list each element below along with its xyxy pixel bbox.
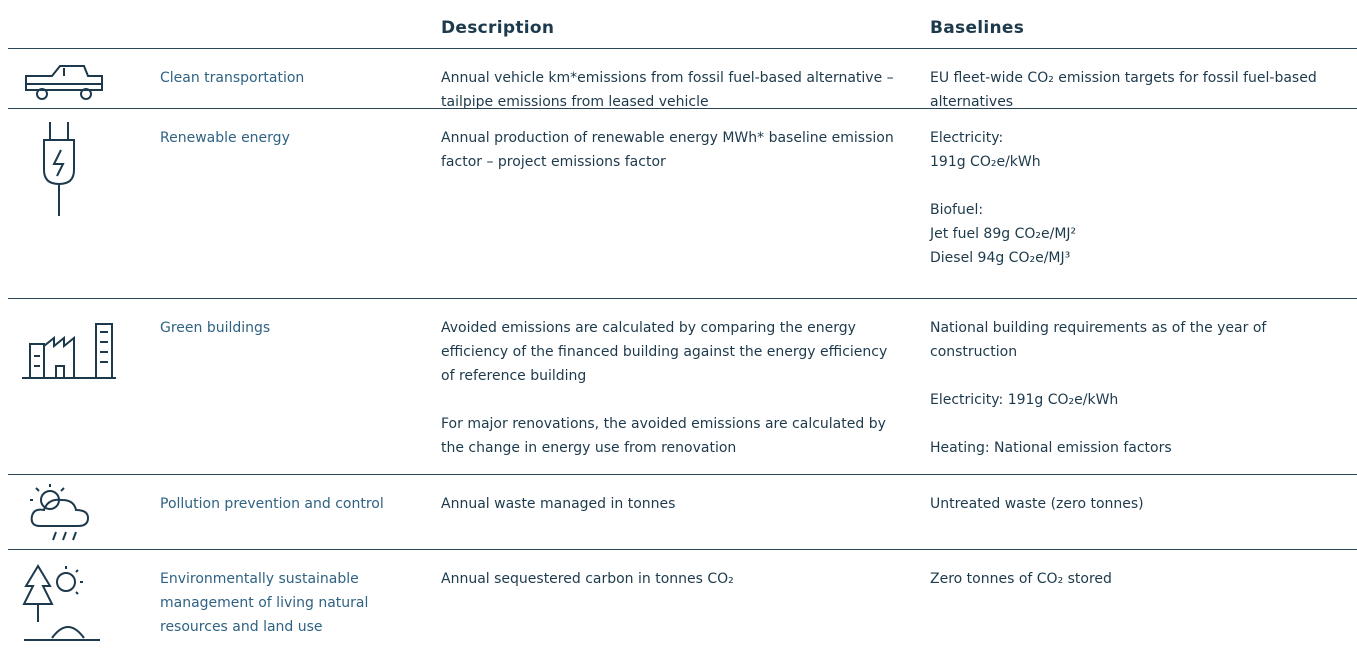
row-divider <box>8 48 1357 49</box>
baseline-paragraph: Biofuel: Jet fuel 89g CO₂e/MJ² Diesel 94g … <box>930 198 1340 270</box>
baseline-paragraph: EU fleet-wide CO₂ emission targets for f… <box>930 66 1340 114</box>
weather-icon <box>30 484 90 541</box>
description: Annual waste managed in tonnes <box>441 492 901 516</box>
description-paragraph: For major renovations, the avoided emiss… <box>441 416 886 456</box>
baseline-line: Electricity: 191g CO₂e/kWh <box>930 392 1119 408</box>
baseline-line: Zero tonnes of CO₂ stored <box>930 571 1112 587</box>
baseline-line: Heating: National emission factors <box>930 440 1172 456</box>
baselines: Electricity: 191g CO₂e/kWh Biofuel: Jet fue… <box>930 126 1340 270</box>
row-divider <box>8 474 1357 475</box>
category: Clean transportation <box>160 70 305 86</box>
row-divider <box>8 549 1357 550</box>
baselines: Zero tonnes of CO₂ stored <box>930 567 1340 591</box>
baseline-paragraph: Zero tonnes of CO₂ stored <box>930 567 1340 591</box>
baselines: Untreated waste (zero tonnes) <box>930 492 1340 516</box>
description: Annual production of renewable energy MW… <box>441 126 901 174</box>
category: Environmentally sustainable management o… <box>160 571 369 635</box>
description-paragraph: Avoided emissions are calculated by comp… <box>441 320 888 384</box>
description: Avoided emissions are calculated by comp… <box>441 316 901 460</box>
baseline-paragraph: Electricity: 191g CO₂e/kWh <box>930 388 1340 412</box>
category: Pollution prevention and control <box>160 496 384 512</box>
column-header: Baselines <box>930 18 1025 38</box>
row-divider <box>8 108 1357 109</box>
baseline-line: National building requirements as of the… <box>930 320 1267 360</box>
baselines: National building requirements as of the… <box>930 316 1340 460</box>
baselines: EU fleet-wide CO₂ emission targets for f… <box>930 66 1340 114</box>
category: Green buildings <box>160 320 271 336</box>
plug-icon <box>43 122 75 216</box>
baseline-line: EU fleet-wide CO₂ emission targets for f… <box>930 70 1317 110</box>
description: Annual vehicle km*emissions from fossil … <box>441 66 901 114</box>
car-icon <box>25 65 103 100</box>
baseline-paragraph: Untreated waste (zero tonnes) <box>930 492 1340 516</box>
baseline-paragraph: Heating: National emission factors <box>930 436 1340 460</box>
baseline-line: Biofuel: <box>930 202 984 218</box>
description-paragraph: Annual sequestered carbon in tonnes CO₂ <box>441 571 734 587</box>
baseline-paragraph: National building requirements as of the… <box>930 316 1340 364</box>
description-paragraph: Annual vehicle km*emissions from fossil … <box>441 70 894 110</box>
column-header: Description <box>441 18 555 38</box>
baseline-line: Untreated waste (zero tonnes) <box>930 496 1144 512</box>
buildings-icon <box>22 323 116 379</box>
nature-icon <box>22 564 100 641</box>
baseline-line: Diesel 94g CO₂e/MJ³ <box>930 250 1071 266</box>
row-divider <box>8 298 1357 299</box>
description-paragraph: Annual waste managed in tonnes <box>441 496 676 512</box>
category: Renewable energy <box>160 130 290 146</box>
description-paragraph: Annual production of renewable energy MW… <box>441 130 894 170</box>
baseline-paragraph: Electricity: 191g CO₂e/kWh <box>930 126 1340 174</box>
baseline-line: 191g CO₂e/kWh <box>930 154 1041 170</box>
description: Annual sequestered carbon in tonnes CO₂ <box>441 567 901 591</box>
baseline-line: Electricity: <box>930 130 1004 146</box>
baseline-line: Jet fuel 89g CO₂e/MJ² <box>930 226 1077 242</box>
